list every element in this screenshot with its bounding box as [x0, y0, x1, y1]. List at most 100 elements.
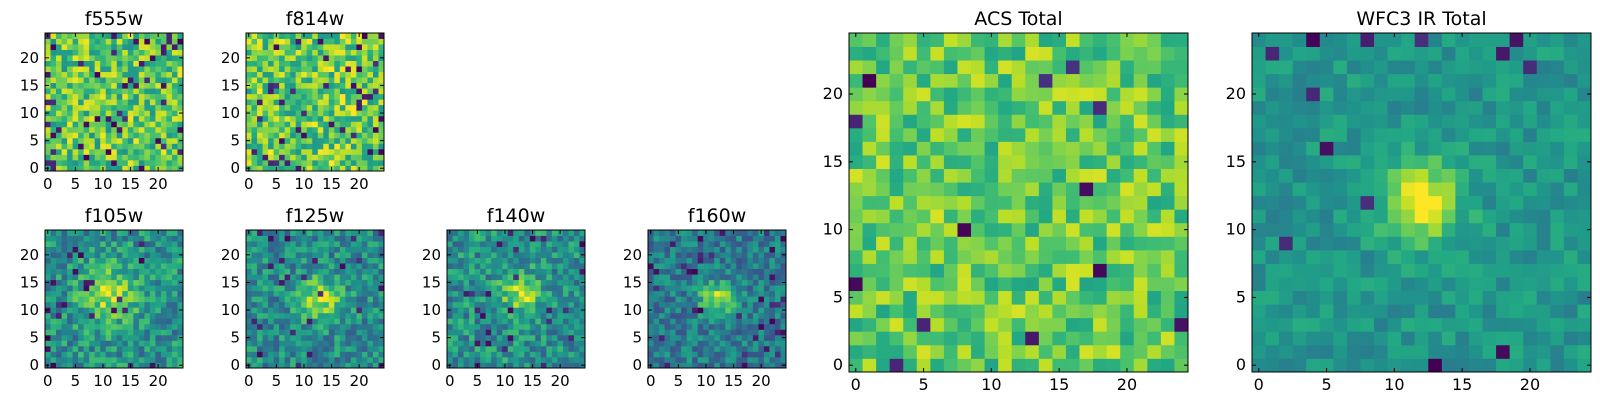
heatmap-cell [345, 268, 352, 275]
heatmap-cell [675, 318, 682, 325]
heatmap-cell [122, 318, 129, 325]
heatmap-cell [1052, 127, 1067, 142]
heatmap-cell [306, 93, 313, 100]
heatmap-cell [251, 345, 258, 352]
heatmap-cell [378, 77, 385, 84]
heatmap-cell [1265, 331, 1280, 346]
heatmap-cell [758, 252, 765, 258]
heatmap-cell [659, 279, 665, 286]
heatmap-cell [262, 340, 269, 347]
heatmap-cell [105, 44, 112, 50]
heatmap-cell [769, 285, 776, 292]
heatmap-cell [774, 235, 781, 242]
heatmap-cell [714, 329, 721, 336]
heatmap-cell [144, 132, 151, 139]
heatmap-cell [111, 44, 118, 50]
heatmap-cell [675, 241, 682, 247]
heatmap-cell [284, 241, 291, 247]
heatmap-cell [1563, 263, 1578, 278]
heatmap-cell [166, 154, 173, 161]
heatmap-cell [284, 257, 291, 264]
heatmap-cell [551, 252, 558, 258]
heatmap-cell [56, 60, 62, 67]
heatmap-cell [1174, 60, 1189, 75]
heatmap-cell [339, 71, 346, 78]
heatmap-cell [273, 290, 280, 297]
heatmap-cell [89, 110, 96, 117]
heatmap-cell [334, 323, 341, 330]
heatmap-cell [849, 141, 863, 156]
heatmap-cell [648, 345, 654, 352]
heatmap-cell [295, 33, 302, 39]
heatmap-cell [463, 312, 470, 319]
heatmap-cell [246, 159, 252, 166]
heatmap-cell [1147, 290, 1162, 305]
heatmap-cell [257, 345, 263, 352]
heatmap-cell [378, 340, 385, 347]
heatmap-cell [529, 296, 536, 303]
heatmap-cell [372, 66, 379, 73]
heatmap-cell [83, 241, 90, 247]
heatmap-cell [653, 268, 660, 275]
heatmap-cell [133, 351, 140, 358]
heatmap-cell [45, 318, 51, 325]
heatmap-cell [1401, 304, 1416, 319]
heatmap-cell [480, 241, 487, 247]
heatmap-cell [741, 323, 748, 330]
heatmap-cell [251, 356, 258, 363]
heatmap-cell [149, 93, 156, 100]
heatmap-cell [295, 345, 302, 352]
heatmap-cell [903, 222, 918, 237]
heatmap-cell [708, 312, 715, 319]
heatmap-cell [708, 268, 715, 275]
heatmap-cell [1577, 249, 1592, 264]
y-tick-label: 15 [422, 273, 441, 291]
heatmap-cell [1011, 114, 1026, 129]
heatmap-cell [122, 235, 129, 242]
heatmap-cell [312, 334, 319, 341]
heatmap-cell [686, 263, 693, 270]
heatmap-cell [290, 263, 297, 270]
heatmap-cell [257, 301, 263, 308]
heatmap-cell [301, 121, 308, 128]
heatmap-cell [378, 115, 385, 122]
heatmap-cell [89, 99, 96, 106]
heatmap-cell [1279, 168, 1294, 183]
heatmap-cell [133, 301, 140, 308]
heatmap-cell [284, 334, 291, 341]
heatmap-cell [1011, 331, 1026, 346]
heatmap-cell [105, 143, 112, 150]
heatmap-cell [367, 329, 374, 336]
heatmap-cell [45, 44, 51, 50]
heatmap-cell [730, 356, 737, 363]
heatmap-cell [573, 351, 580, 358]
heatmap-cell [692, 235, 699, 242]
heatmap-cell [50, 263, 57, 270]
heatmap-cell [769, 301, 776, 308]
heatmap-cell [367, 246, 374, 253]
heatmap-cell [149, 296, 156, 303]
heatmap-cell [67, 55, 73, 61]
heatmap-cell [447, 257, 453, 264]
heatmap-cell [284, 121, 291, 128]
heatmap-cell [94, 323, 101, 330]
heatmap-cell [491, 356, 498, 363]
heatmap-cell [769, 296, 776, 303]
heatmap-cell [1509, 195, 1524, 210]
heatmap-cell [67, 323, 73, 330]
heatmap-cell [736, 345, 743, 352]
heatmap-cell [540, 268, 547, 275]
heatmap-cell [774, 356, 781, 363]
heatmap-cell [502, 334, 509, 341]
heatmap-cell [94, 345, 101, 352]
heatmap-cell [1333, 249, 1348, 264]
heatmap-cell [1523, 344, 1538, 359]
heatmap-cell [648, 268, 654, 275]
heatmap-cell [122, 345, 129, 352]
heatmap-cell [345, 143, 352, 150]
heatmap-cell [1306, 344, 1321, 359]
heatmap-cell [323, 60, 330, 67]
heatmap-cell [116, 159, 123, 166]
heatmap-cell [474, 345, 481, 352]
